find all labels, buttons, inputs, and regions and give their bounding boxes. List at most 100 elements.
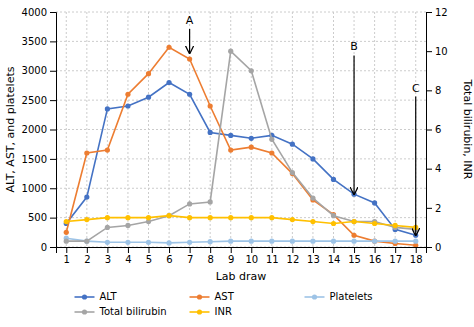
point <box>372 239 377 244</box>
point <box>269 150 274 155</box>
legend: ALTASTPlateletsTotal bilirubinINR <box>75 291 373 317</box>
tick-label: 18 <box>410 254 423 265</box>
tick-label: 6 <box>435 124 441 135</box>
point <box>290 142 295 147</box>
tick: 1 <box>64 247 70 265</box>
grid-line <box>56 41 426 42</box>
tick-mark <box>50 188 56 189</box>
tick-mark <box>50 218 56 219</box>
tick: 12 <box>287 247 300 265</box>
tick: 4000 <box>22 7 56 18</box>
tick-mark <box>426 208 432 209</box>
point <box>249 215 254 220</box>
tick-mark <box>50 159 56 160</box>
point <box>125 92 130 97</box>
legend-marker <box>197 309 202 314</box>
point <box>166 45 171 50</box>
legend-marker <box>197 294 202 299</box>
point <box>269 239 274 244</box>
tick-mark <box>426 90 432 91</box>
tick-mark <box>426 169 432 170</box>
point <box>290 170 295 175</box>
tick: 10 <box>245 247 258 265</box>
point <box>372 239 377 244</box>
point <box>125 215 130 220</box>
point <box>228 49 233 54</box>
point <box>84 239 89 244</box>
tick: 6 <box>166 247 172 265</box>
point <box>105 106 110 111</box>
grid-line <box>415 12 416 247</box>
grid-line <box>86 12 87 247</box>
tick-mark <box>66 247 67 253</box>
tick-mark <box>426 51 432 52</box>
grid-line <box>374 12 375 247</box>
point <box>393 223 398 228</box>
point <box>372 200 377 205</box>
tick: 500 <box>28 212 56 223</box>
point <box>310 239 315 244</box>
y-axis: 05001000150020002500300035004000 <box>22 7 57 253</box>
tick: 8 <box>426 85 441 96</box>
legend-label: Platelets <box>330 291 373 302</box>
point <box>351 239 356 244</box>
tick: 2000 <box>22 124 56 135</box>
point <box>146 71 151 76</box>
tick: 10 <box>426 46 448 57</box>
legend-label: INR <box>215 306 232 317</box>
tick: 5 <box>146 247 152 265</box>
tick-mark <box>416 247 417 253</box>
tick: 15 <box>348 247 361 265</box>
point <box>187 215 192 220</box>
annotation-text: A <box>186 14 194 27</box>
tick-label: 3000 <box>22 65 47 76</box>
point <box>269 215 274 220</box>
tick-label: 3500 <box>22 36 47 47</box>
tick-label: 4 <box>435 163 441 174</box>
point <box>269 137 274 142</box>
tick-label: 11 <box>266 254 279 265</box>
tick-label: 8 <box>207 254 213 265</box>
series-line <box>66 51 415 241</box>
legend-item: Total bilirubin <box>75 306 167 317</box>
point <box>331 177 336 182</box>
legend-marker <box>82 309 87 314</box>
point <box>166 213 171 218</box>
tick-mark <box>395 247 396 253</box>
grid-line <box>56 70 426 71</box>
tick-mark <box>354 247 355 253</box>
grid-line <box>56 12 426 13</box>
series-line <box>66 238 415 243</box>
tick-label: 13 <box>307 254 320 265</box>
tick-label: 12 <box>287 254 300 265</box>
series-line <box>66 47 415 245</box>
tick-label: 2000 <box>22 124 47 135</box>
point <box>331 213 336 218</box>
annotation-arrow <box>189 29 190 53</box>
tick: 13 <box>307 247 320 265</box>
tick-mark <box>169 247 170 253</box>
legend-marker <box>82 294 87 299</box>
point <box>310 156 315 161</box>
point <box>372 221 377 226</box>
tick-mark <box>375 247 376 253</box>
grid-line <box>56 188 426 189</box>
point <box>331 212 336 217</box>
point <box>187 92 192 97</box>
tick-label: 1 <box>64 254 70 265</box>
tick-label: 1500 <box>22 154 47 165</box>
legend-item: ALT <box>75 291 118 302</box>
tick-mark <box>313 247 314 253</box>
tick-label: 6 <box>166 254 172 265</box>
tick-mark <box>50 41 56 42</box>
series <box>64 236 419 246</box>
tick-label: 2 <box>84 254 90 265</box>
tick: 17 <box>389 247 402 265</box>
series <box>64 213 419 230</box>
tick-mark <box>128 247 129 253</box>
tick-label: 2500 <box>22 95 47 106</box>
tick-label: 16 <box>369 254 382 265</box>
grid <box>56 12 426 247</box>
point <box>228 215 233 220</box>
tick: 0 <box>426 242 441 253</box>
